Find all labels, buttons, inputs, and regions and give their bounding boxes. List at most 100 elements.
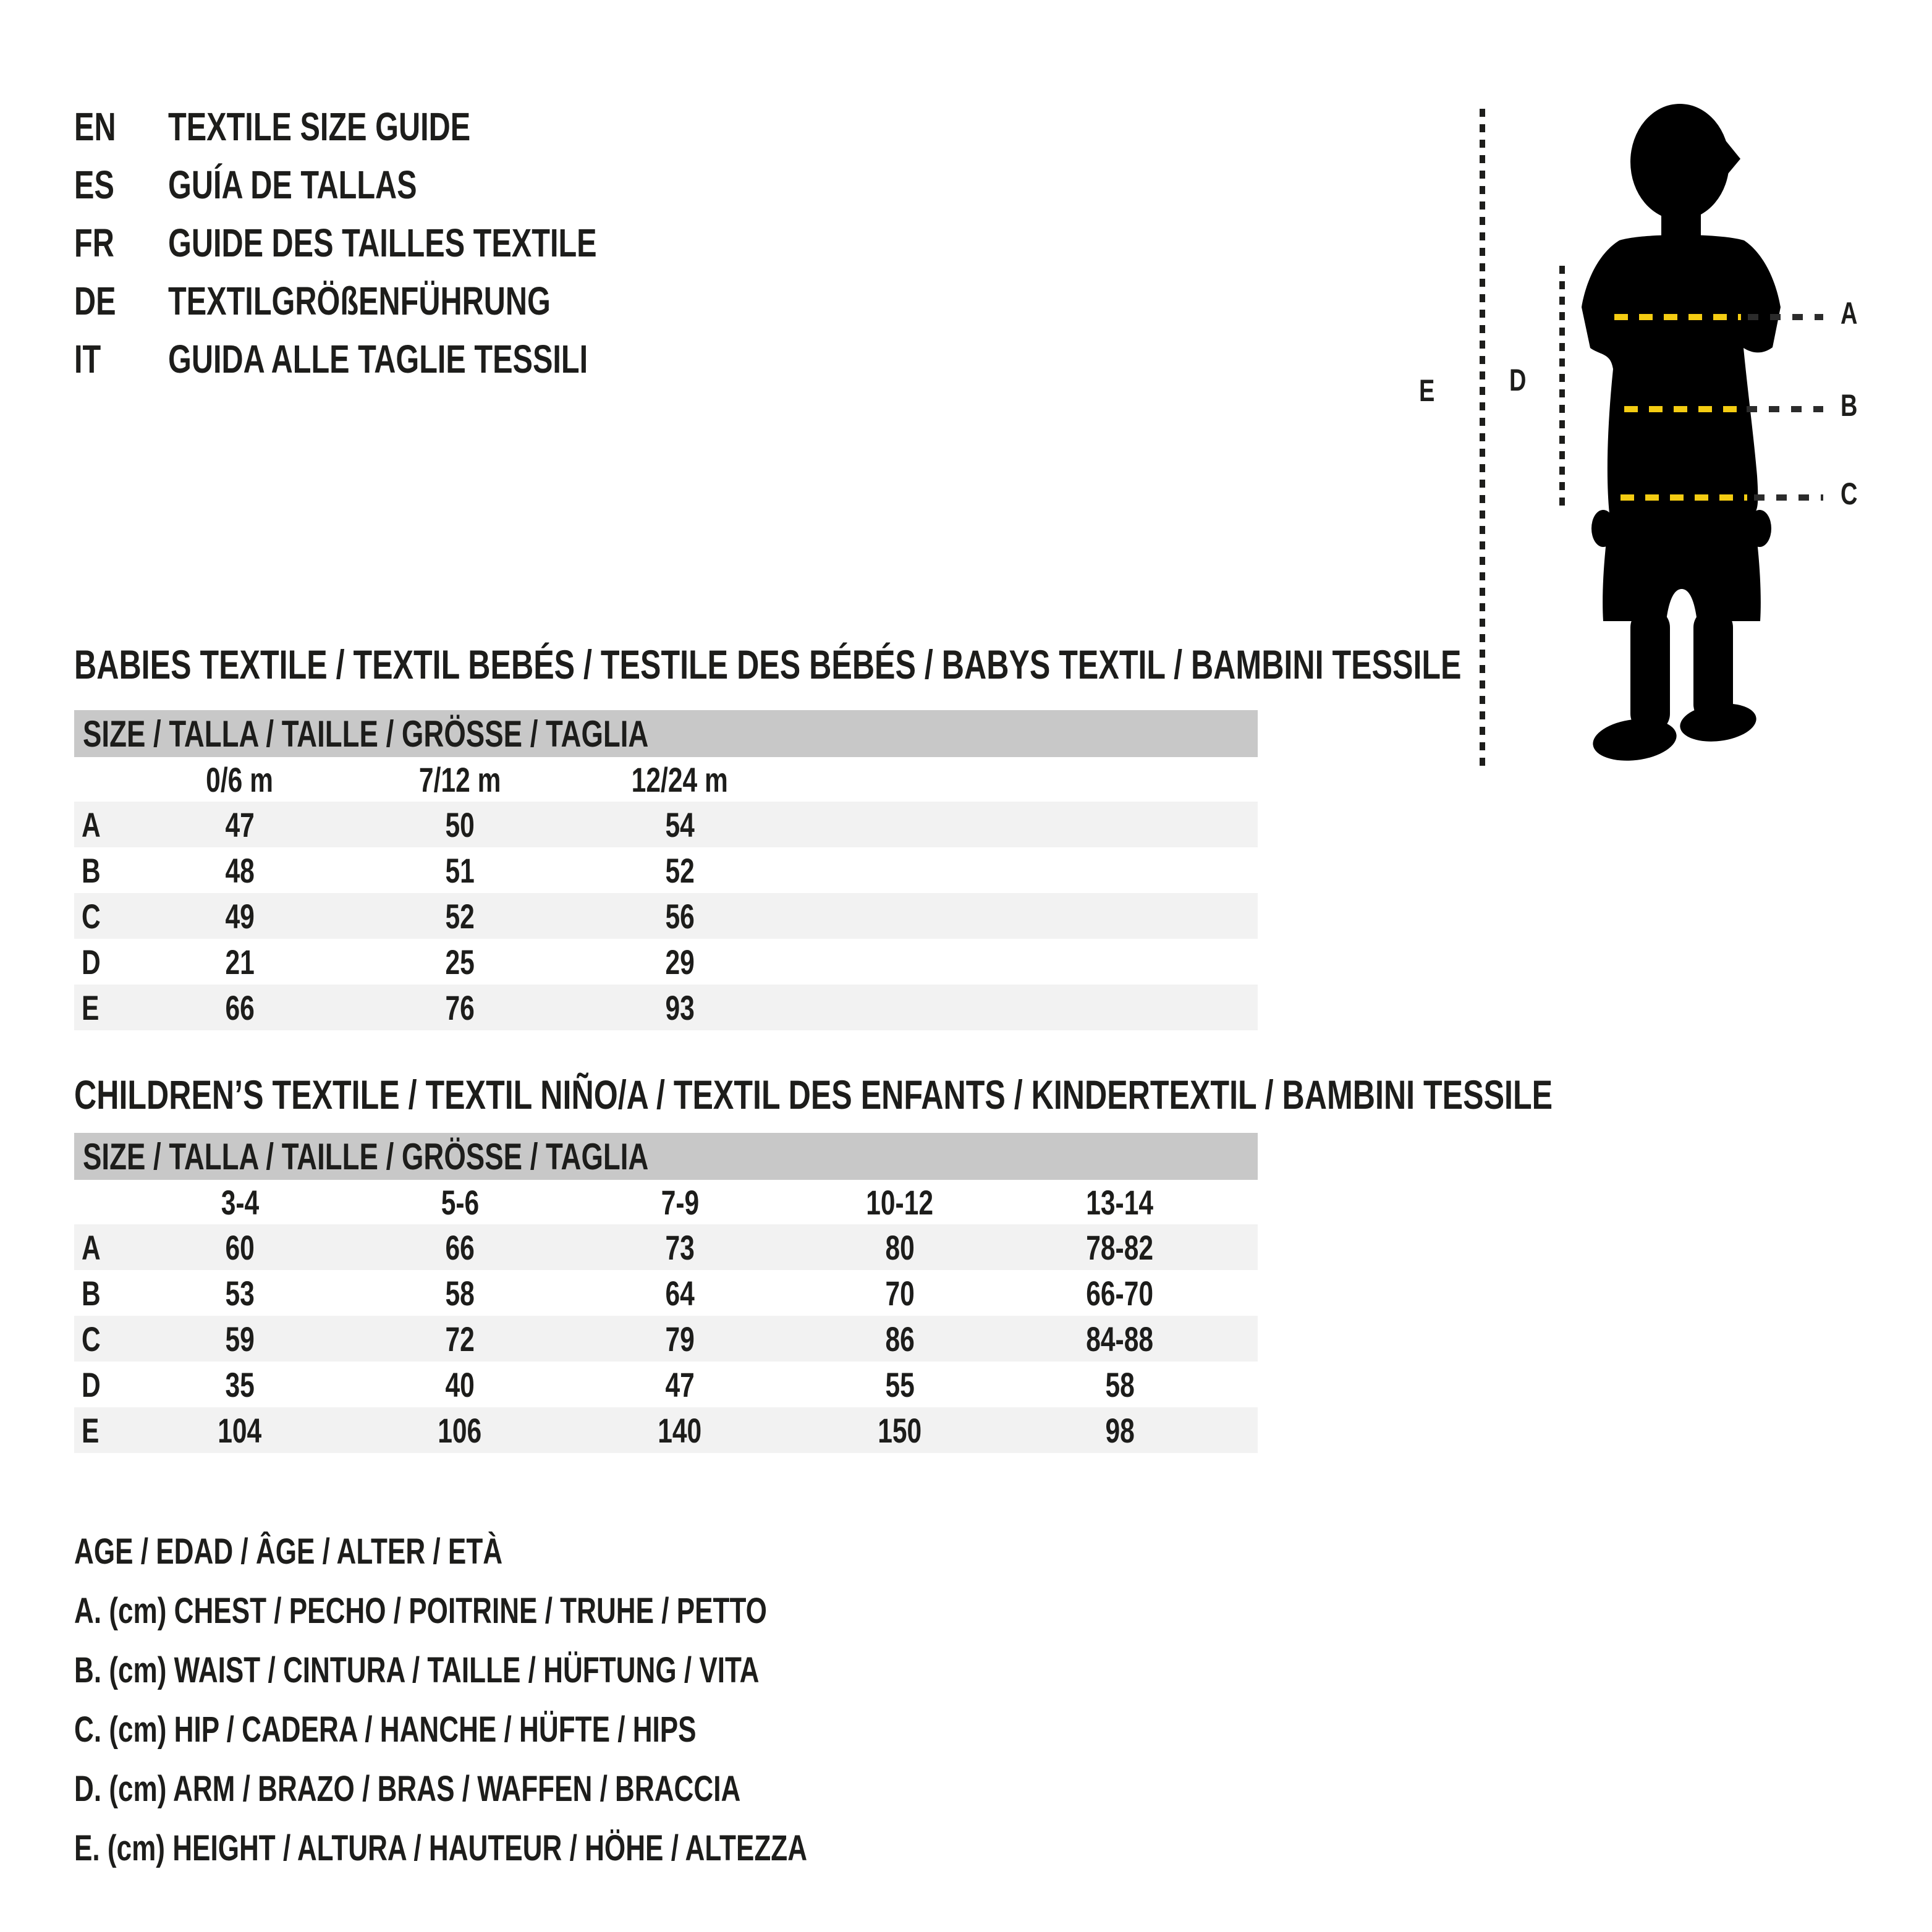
size-cell: 29	[665, 942, 695, 981]
size-header-bar: SIZE / TALLA / TAILLE / GRÖSSE / TAGLIA	[74, 1133, 1258, 1180]
language-title: TEXTILGRÖßENFÜHRUNG	[168, 279, 551, 323]
size-cell: 40	[445, 1365, 475, 1404]
babies-size-table: SIZE / TALLA / TAILLE / GRÖSSE / TAGLIA …	[74, 710, 1258, 1030]
size-cell: 98	[1105, 1410, 1135, 1450]
language-title-block: EN TEXTILE SIZE GUIDE ES GUÍA DE TALLAS …	[74, 98, 732, 388]
row-label: C	[82, 896, 101, 936]
size-cell: 58	[1105, 1365, 1135, 1404]
language-code: IT	[74, 337, 101, 381]
height-dotted-line	[1480, 109, 1485, 769]
hip-measure-line-yellow	[1621, 494, 1747, 501]
column-header: 3-4	[221, 1182, 259, 1222]
language-row: ES GUÍA DE TALLAS	[74, 156, 732, 214]
figure-label-e: E	[1419, 373, 1435, 408]
language-row: EN TEXTILE SIZE GUIDE	[74, 98, 732, 156]
language-code: FR	[74, 221, 114, 265]
babies-section-heading: BABIES TEXTILE / TEXTIL BEBÉS / TESTILE …	[74, 642, 1462, 687]
size-header-label: SIZE / TALLA / TAILLE / GRÖSSE / TAGLIA	[83, 713, 649, 755]
legend-line: AGE / EDAD / ÂGE / ALTER / ETÀ	[74, 1531, 503, 1572]
hip-measure-line-dark	[1754, 494, 1823, 501]
row-label: D	[82, 942, 101, 981]
column-header-row: 0/6 m 7/12 m 12/24 m	[74, 757, 1258, 802]
size-cell: 66	[225, 988, 255, 1027]
table-row: E 104 106 140 150 98	[74, 1407, 1258, 1453]
language-title: GUIDA ALLE TAGLIE TESSILI	[168, 337, 588, 381]
size-cell: 84-88	[1086, 1319, 1154, 1358]
size-cell: 80	[885, 1227, 915, 1267]
size-cell: 60	[225, 1227, 255, 1267]
size-cell: 106	[438, 1410, 482, 1450]
language-row: IT GUIDA ALLE TAGLIE TESSILI	[74, 330, 732, 388]
size-cell: 76	[445, 988, 475, 1027]
legend-line: E. (cm) HEIGHT / ALTURA / HAUTEUR / HÖHE…	[74, 1828, 808, 1868]
size-cell: 52	[445, 896, 475, 936]
size-cell: 59	[225, 1319, 255, 1358]
waist-measure-line-yellow	[1624, 406, 1740, 412]
children-section-heading: CHILDREN’S TEXTILE / TEXTIL NIÑO/A / TEX…	[74, 1072, 1553, 1117]
column-header: 10-12	[866, 1182, 934, 1222]
row-label: E	[82, 988, 100, 1027]
size-cell: 50	[445, 805, 475, 844]
row-label: D	[82, 1365, 101, 1404]
language-title: GUIDE DES TAILLES TEXTILE	[168, 221, 597, 265]
table-row: C 49 52 56	[74, 893, 1258, 939]
row-label: A	[82, 805, 101, 844]
language-code: EN	[74, 104, 116, 149]
size-cell: 150	[878, 1410, 922, 1450]
size-cell: 54	[665, 805, 695, 844]
legend-line: B. (cm) WAIST / CINTURA / TAILLE / HÜFTU…	[74, 1650, 760, 1690]
column-header: 5-6	[441, 1182, 479, 1222]
column-header: 13-14	[1086, 1182, 1154, 1222]
row-label: E	[82, 1410, 100, 1450]
table-row: A 47 50 54	[74, 802, 1258, 847]
size-cell: 79	[665, 1319, 695, 1358]
table-row: A 60 66 73 80 78-82	[74, 1224, 1258, 1270]
legend-line: C. (cm) HIP / CADERA / HANCHE / HÜFTE / …	[74, 1709, 697, 1750]
row-label: A	[82, 1227, 101, 1267]
size-cell: 86	[885, 1319, 915, 1358]
legend-line: A. (cm) CHEST / PECHO / POITRINE / TRUHE…	[74, 1590, 767, 1631]
column-header: 7/12 m	[418, 760, 501, 799]
size-cell: 55	[885, 1365, 915, 1404]
figure-label-a: A	[1841, 296, 1858, 331]
size-cell: 140	[658, 1410, 702, 1450]
row-label: B	[82, 850, 101, 890]
size-cell: 66	[445, 1227, 475, 1267]
table-row: C 59 72 79 86 84-88	[74, 1316, 1258, 1362]
size-cell: 51	[445, 850, 475, 890]
language-code: ES	[74, 163, 114, 207]
size-header-bar: SIZE / TALLA / TAILLE / GRÖSSE / TAGLIA	[74, 710, 1258, 757]
chest-measure-line-dark	[1748, 314, 1823, 320]
figure-label-b: B	[1841, 388, 1858, 423]
size-cell: 66-70	[1086, 1273, 1154, 1313]
column-header-row: 3-4 5-6 7-9 10-12 13-14	[74, 1180, 1258, 1224]
size-cell: 58	[445, 1273, 475, 1313]
chest-measure-line-yellow	[1614, 314, 1741, 320]
language-row: FR GUIDE DES TAILLES TEXTILE	[74, 214, 732, 272]
size-cell: 52	[665, 850, 695, 890]
measurement-legend: AGE / EDAD / ÂGE / ALTER / ETÀ A. (cm) C…	[74, 1522, 1039, 1878]
figure-label-d: D	[1509, 363, 1527, 397]
size-cell: 104	[218, 1410, 262, 1450]
language-code: DE	[74, 279, 116, 323]
language-title: GUÍA DE TALLAS	[168, 163, 417, 207]
size-cell: 93	[665, 988, 695, 1027]
size-cell: 47	[225, 805, 255, 844]
size-cell: 25	[445, 942, 475, 981]
table-row: E 66 76 93	[74, 985, 1258, 1030]
language-row: DE TEXTILGRÖßENFÜHRUNG	[74, 272, 732, 330]
size-cell: 21	[225, 942, 255, 981]
table-row: B 48 51 52	[74, 847, 1258, 893]
size-cell: 64	[665, 1273, 695, 1313]
size-cell: 53	[225, 1273, 255, 1313]
row-label: C	[82, 1319, 101, 1358]
figure-label-c: C	[1841, 477, 1858, 511]
column-header: 0/6 m	[206, 760, 274, 799]
child-silhouette	[1582, 104, 1781, 761]
size-cell: 73	[665, 1227, 695, 1267]
column-header: 12/24 m	[631, 760, 729, 799]
size-cell: 56	[665, 896, 695, 936]
size-cell: 47	[665, 1365, 695, 1404]
size-cell: 78-82	[1086, 1227, 1154, 1267]
